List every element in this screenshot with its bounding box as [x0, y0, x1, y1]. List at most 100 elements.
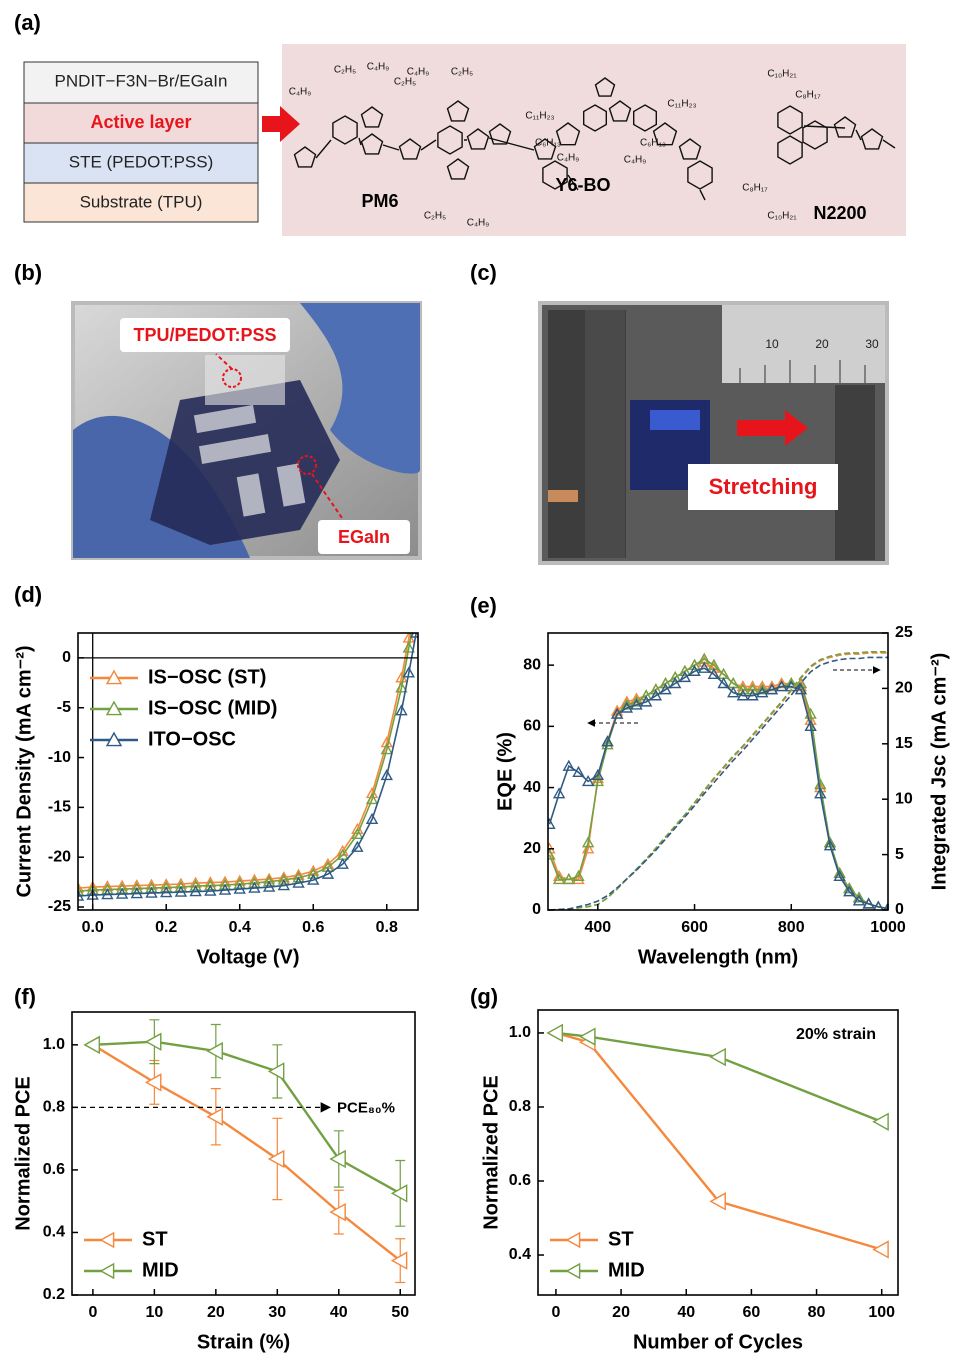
marker — [548, 817, 556, 829]
marker — [581, 842, 595, 854]
legend-label: ITO−OSC — [148, 728, 236, 750]
marker — [630, 692, 643, 704]
marker — [843, 885, 856, 897]
x-tick-label: 0.6 — [302, 919, 324, 936]
marker — [292, 876, 305, 888]
x-tick-label: 20 — [207, 1304, 225, 1321]
legend-marker — [565, 1231, 581, 1249]
marker — [746, 689, 759, 701]
legend-marker — [99, 1262, 115, 1280]
marker — [852, 891, 866, 903]
marker — [248, 881, 261, 893]
marker — [402, 666, 416, 678]
x-tick-label: 0.0 — [82, 919, 104, 936]
marker — [233, 877, 246, 889]
x-tick-label: 100 — [868, 1304, 895, 1321]
marker — [833, 869, 846, 882]
marker — [174, 880, 188, 892]
ring — [360, 106, 384, 128]
marker — [206, 1107, 223, 1126]
marker — [267, 1149, 285, 1169]
marker — [852, 894, 866, 906]
marker — [727, 686, 740, 698]
ring — [446, 100, 470, 122]
marker — [160, 881, 173, 893]
marker — [862, 897, 875, 909]
substituent: C₂H₅ — [394, 77, 416, 88]
marker — [872, 1112, 889, 1131]
line — [92, 1043, 401, 1262]
substituent: C₄H₉ — [407, 67, 430, 78]
legend-label: MID — [142, 1259, 179, 1281]
marker — [794, 677, 808, 689]
substituent: C₈H₁₇ — [795, 90, 821, 101]
y2-tick-label: 5 — [895, 846, 904, 863]
y2-tick-label: 10 — [895, 790, 913, 807]
substituent: C₂H₅ — [424, 211, 446, 222]
marker — [639, 689, 653, 701]
marker — [390, 1184, 408, 1203]
y-axis-label: Normalized PCE — [480, 1075, 502, 1229]
x-tick-label: 400 — [584, 919, 611, 936]
y-tick-label: 0.4 — [43, 1224, 65, 1241]
marker — [678, 664, 692, 676]
marker — [581, 836, 595, 848]
marker — [204, 884, 217, 896]
marker — [395, 704, 408, 716]
ring — [332, 115, 358, 145]
marker — [698, 661, 711, 673]
marker — [709, 1192, 726, 1211]
y-tick-label: 80 — [523, 656, 541, 673]
plot-frame — [71, 1011, 416, 1296]
marker — [380, 769, 393, 781]
panel-label: (c) — [470, 260, 497, 285]
y-tick-label: 0 — [532, 901, 541, 918]
marker — [277, 873, 291, 885]
marker — [548, 848, 556, 860]
ring — [833, 116, 857, 138]
marker — [262, 875, 276, 887]
x-tick-label: 0 — [551, 1304, 560, 1321]
substituent: C₆H₁₃ — [535, 138, 561, 149]
y-tick-label: 0.2 — [43, 1286, 65, 1303]
marker — [145, 886, 158, 898]
ring — [446, 158, 470, 180]
ruler-label: 10 — [765, 337, 779, 351]
plot-frame — [537, 1009, 899, 1296]
layer-stack — [23, 61, 259, 223]
y-tick-label: 0.4 — [509, 1246, 531, 1263]
x-tick-label: 80 — [808, 1304, 826, 1321]
panel-label: (f) — [14, 984, 36, 1009]
marker — [189, 879, 202, 891]
marker — [765, 680, 779, 692]
marker — [601, 735, 614, 747]
dashed-line — [549, 651, 888, 910]
marker — [765, 683, 779, 695]
substituent: C₄H₉ — [467, 218, 490, 229]
marker — [130, 882, 144, 894]
marker — [698, 655, 711, 667]
ruler-label: 20 — [815, 337, 829, 351]
x-tick-label: 800 — [778, 919, 805, 936]
marker — [579, 1027, 596, 1046]
marker — [78, 889, 85, 901]
y-axis-label: EQE (%) — [494, 732, 516, 811]
x-tick-label: 40 — [330, 1304, 348, 1321]
marker — [630, 695, 643, 707]
y-tick-label: 0.6 — [43, 1161, 65, 1178]
ring — [466, 128, 490, 150]
substituent: C₄H₉ — [624, 155, 647, 166]
plot-frame — [77, 632, 419, 911]
molecule-name: N2200 — [813, 203, 866, 223]
y2-tick-label: 15 — [895, 735, 913, 752]
y-tick-label: -25 — [48, 898, 71, 915]
marker — [365, 812, 379, 825]
marker — [678, 670, 692, 683]
photo-b — [71, 301, 422, 560]
marker — [145, 881, 158, 893]
y2-axis-label: Integrated Jsc (mA cm⁻²) — [928, 653, 950, 891]
plot-area — [546, 1023, 889, 1259]
y-tick-label: 20 — [523, 840, 541, 857]
marker — [669, 677, 682, 689]
substituent: C₂H₅ — [451, 67, 473, 78]
